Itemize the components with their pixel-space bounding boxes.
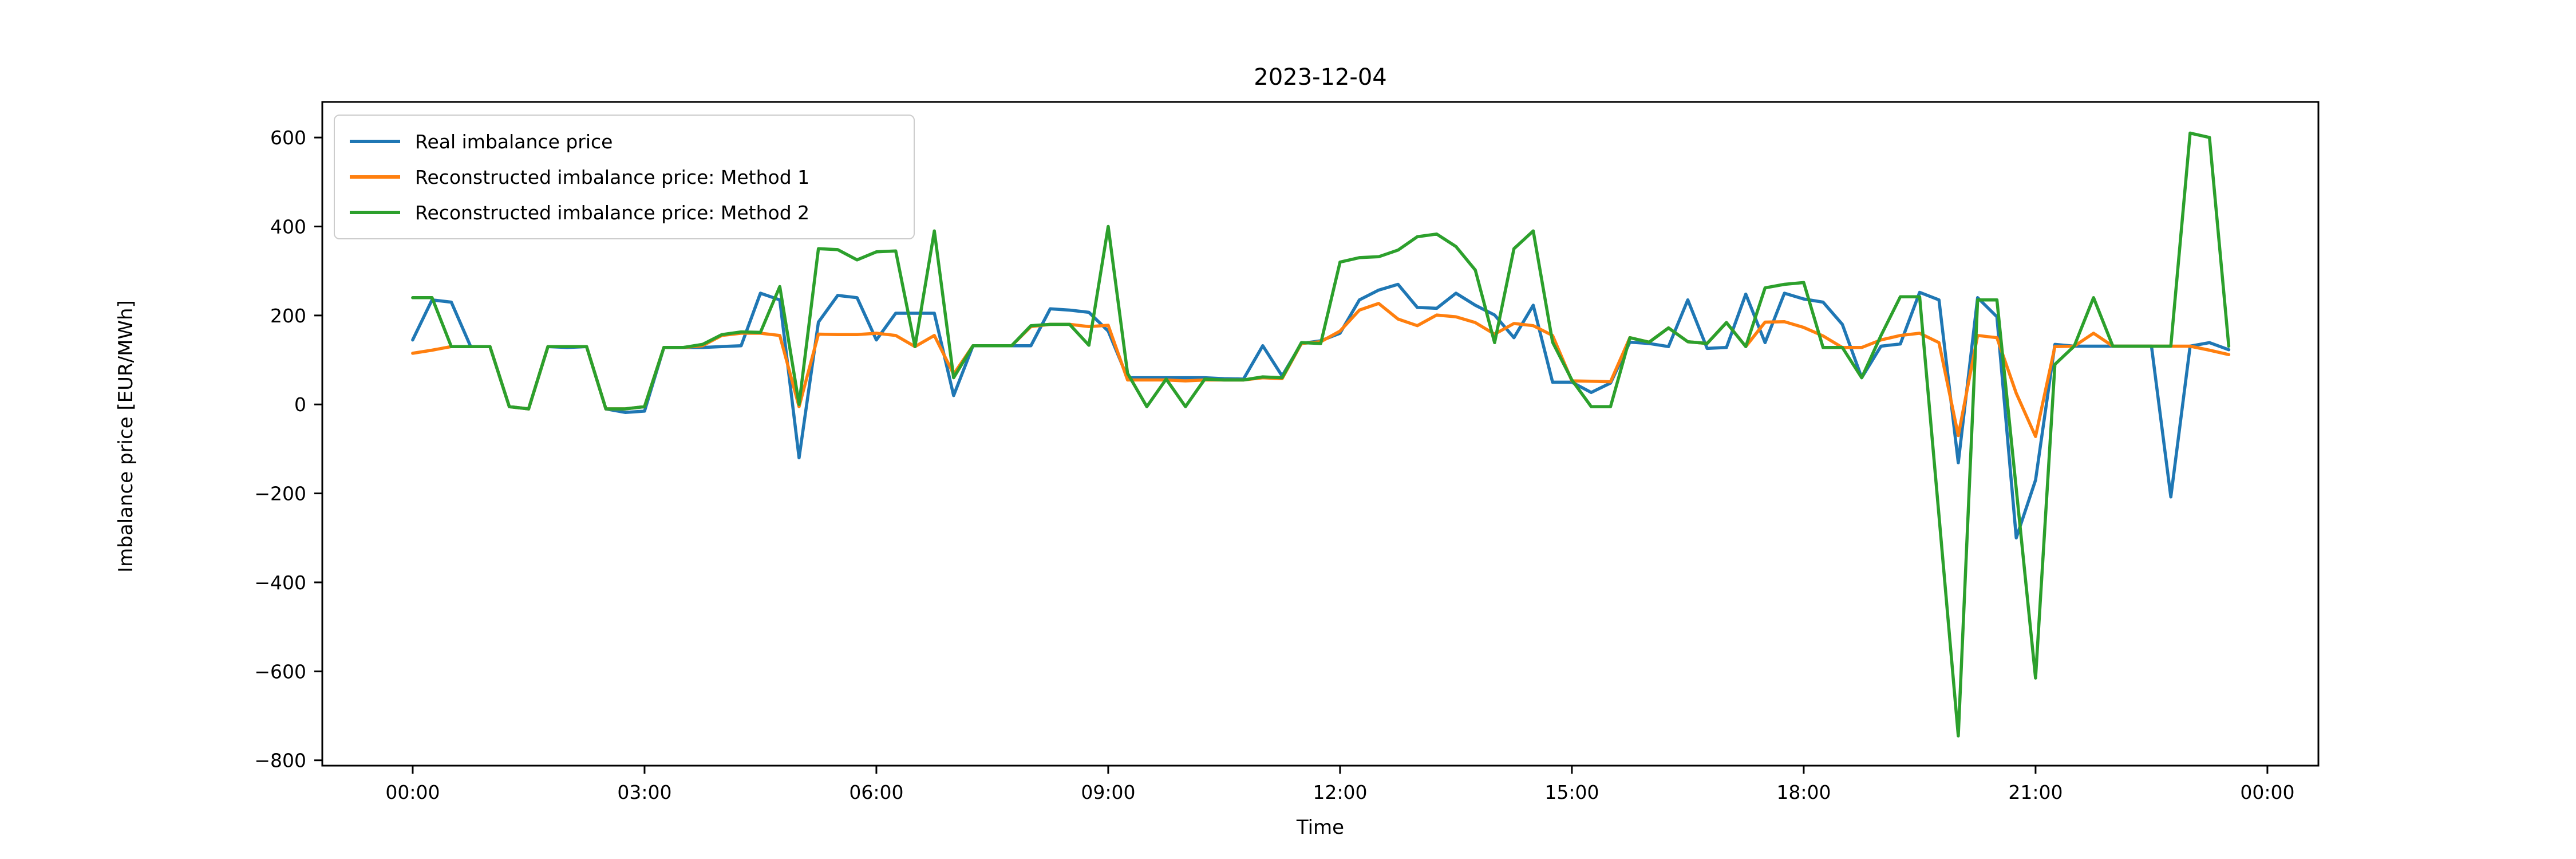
legend: Real imbalance price Reconstructed imbal… [334,115,915,239]
series3-swatch [350,211,400,214]
x-axis-label: Time [1296,816,1345,839]
plot-border [321,101,2320,767]
x-tick-label: 00:00 [385,781,440,803]
legend-item-method1: Reconstructed imbalance price: Method 1 [341,159,908,195]
legend-label: Real imbalance price [415,130,613,153]
x-tick-label: 12:00 [1313,781,1367,803]
y-tick-label: 600 [270,127,306,149]
data-line-series1 [411,282,2231,540]
y-tick-label: 200 [270,305,306,327]
x-tick-label: 15:00 [1544,781,1599,803]
x-tick-label: 21:00 [2008,781,2063,803]
data-line-series2 [411,302,2231,438]
x-tick-label: 06:00 [849,781,903,803]
legend-label: Reconstructed imbalance price: Method 2 [415,201,810,224]
y-tick-label: −600 [254,660,306,683]
y-tick-label: 400 [270,216,306,238]
y-tick-label: −200 [254,483,306,505]
series2-swatch [350,175,400,179]
series1-swatch [350,140,400,143]
x-tick-label: 09:00 [1081,781,1135,803]
legend-item-real-price: Real imbalance price [341,124,908,159]
y-tick-label: 0 [294,393,306,416]
y-axis-label: Imbalance price [EUR/MWh] [114,300,137,573]
x-tick-label: 03:00 [617,781,671,803]
data-line-series3 [411,131,2231,738]
y-tick-label: −400 [254,572,306,594]
legend-label: Reconstructed imbalance price: Method 1 [415,166,810,188]
y-tick-label: −800 [254,750,306,772]
legend-item-method2: Reconstructed imbalance price: Method 2 [341,195,908,230]
x-tick-label: 18:00 [1776,781,1831,803]
x-tick-label: 00:00 [2240,781,2294,803]
chart-title: 2023-12-04 [1254,64,1387,90]
